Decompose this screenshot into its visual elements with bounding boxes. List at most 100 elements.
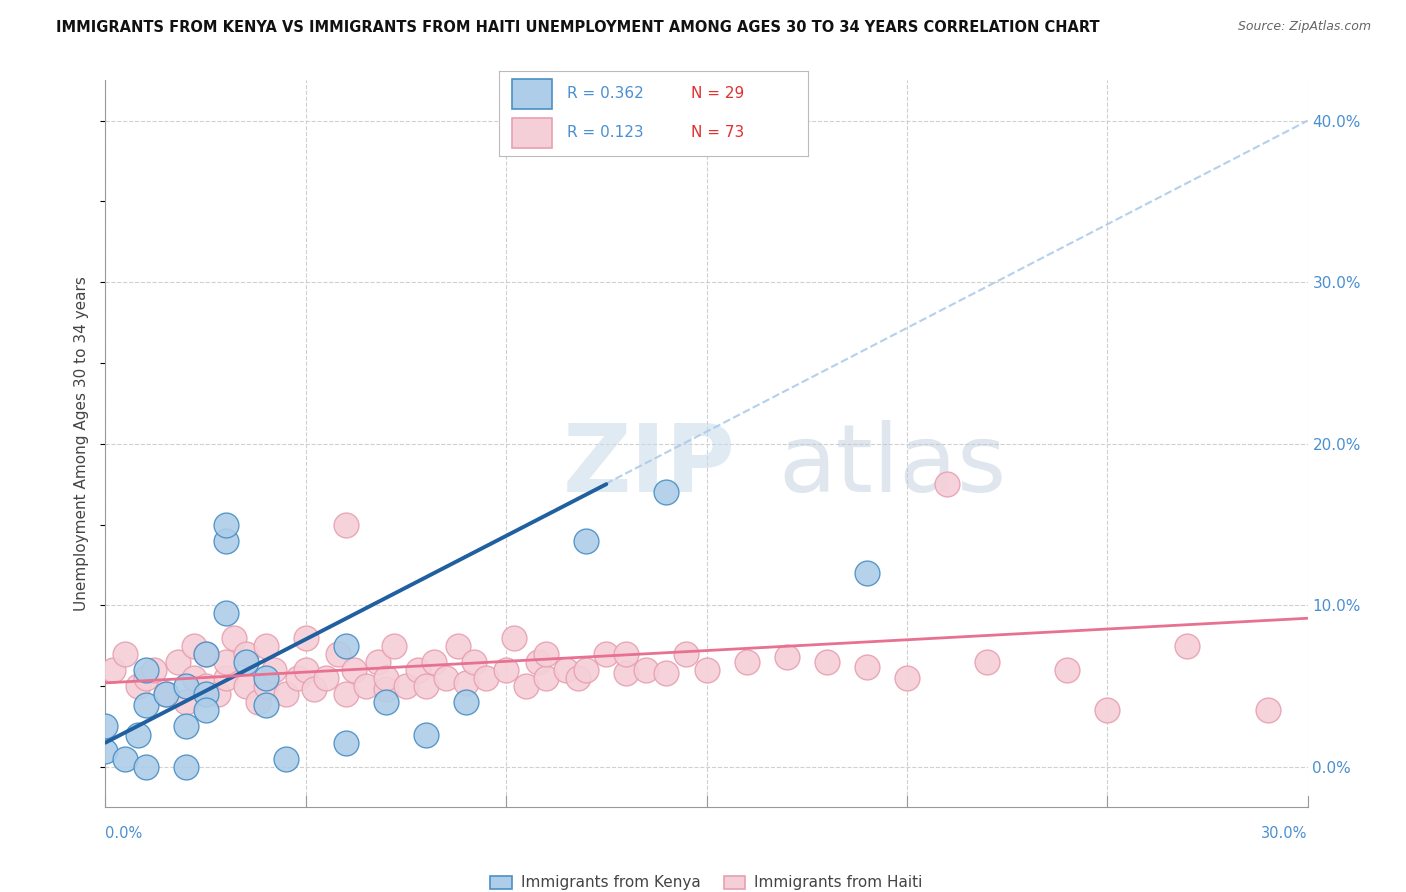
Point [246, 695, 269, 709]
Point [454, 676, 477, 690]
Point [174, 719, 197, 733]
Point [194, 679, 217, 693]
Point [207, 687, 229, 701]
Point [495, 663, 517, 677]
Point [254, 639, 277, 653]
Point [354, 679, 377, 693]
Point [127, 728, 149, 742]
Point [214, 533, 236, 548]
Point [567, 671, 589, 685]
Point [326, 647, 349, 661]
Point [94, 719, 117, 733]
Bar [512, 118, 551, 147]
Point [696, 663, 718, 677]
Point [263, 663, 285, 677]
Point [1097, 703, 1119, 717]
Point [94, 744, 117, 758]
Text: 0.0%: 0.0% [105, 826, 142, 840]
Point [534, 647, 557, 661]
Point [287, 671, 309, 685]
Point [855, 566, 877, 580]
Point [194, 703, 217, 717]
Point [127, 679, 149, 693]
Point [595, 647, 617, 661]
Point [374, 682, 398, 697]
Point [675, 647, 697, 661]
Point [423, 655, 446, 669]
Point [447, 639, 470, 653]
Point [406, 663, 429, 677]
Point [155, 687, 177, 701]
Point [463, 655, 485, 669]
Point [174, 695, 197, 709]
Point [896, 671, 918, 685]
Point [527, 655, 550, 669]
Point [114, 752, 136, 766]
Point [295, 663, 318, 677]
Point [534, 671, 557, 685]
Point [855, 659, 877, 673]
Point [302, 682, 325, 697]
Point [235, 655, 257, 669]
Point [174, 760, 197, 774]
Point [315, 671, 337, 685]
Point [1257, 703, 1279, 717]
Point [335, 517, 357, 532]
Point [174, 679, 197, 693]
Point [415, 728, 437, 742]
Point [976, 655, 998, 669]
Point [274, 752, 297, 766]
Point [616, 666, 638, 681]
Point [335, 736, 357, 750]
Point [135, 698, 157, 713]
Point [575, 533, 598, 548]
Point [1177, 639, 1199, 653]
Point [503, 631, 526, 645]
Text: IMMIGRANTS FROM KENYA VS IMMIGRANTS FROM HAITI UNEMPLOYMENT AMONG AGES 30 TO 34 : IMMIGRANTS FROM KENYA VS IMMIGRANTS FROM… [56, 20, 1099, 35]
Point [135, 671, 157, 685]
Text: Source: ZipAtlas.com: Source: ZipAtlas.com [1237, 20, 1371, 33]
Legend: Immigrants from Kenya, Immigrants from Haiti: Immigrants from Kenya, Immigrants from H… [491, 875, 922, 890]
Point [194, 647, 217, 661]
Text: R = 0.362: R = 0.362 [567, 87, 644, 102]
Point [374, 695, 398, 709]
Point [575, 663, 598, 677]
Point [214, 671, 236, 685]
Point [194, 647, 217, 661]
Point [636, 663, 658, 677]
Y-axis label: Unemployment Among Ages 30 to 34 years: Unemployment Among Ages 30 to 34 years [75, 277, 90, 611]
Point [555, 663, 578, 677]
Point [335, 639, 357, 653]
Point [343, 663, 366, 677]
Point [114, 647, 136, 661]
Point [655, 485, 678, 500]
Point [395, 679, 418, 693]
Point [214, 607, 236, 621]
Point [776, 650, 799, 665]
Point [254, 698, 277, 713]
Text: atlas: atlas [779, 419, 1007, 512]
Point [142, 663, 165, 677]
Point [274, 687, 297, 701]
Point [183, 671, 205, 685]
Point [735, 655, 758, 669]
Point [655, 666, 678, 681]
Text: N = 29: N = 29 [690, 87, 744, 102]
Point [382, 639, 405, 653]
Point [335, 687, 357, 701]
Point [235, 647, 257, 661]
Point [415, 679, 437, 693]
Point [235, 679, 257, 693]
Point [155, 687, 177, 701]
Point [254, 671, 277, 685]
Point [194, 687, 217, 701]
Point [936, 477, 959, 491]
Point [616, 647, 638, 661]
Point [214, 655, 236, 669]
Point [454, 695, 477, 709]
Text: R = 0.123: R = 0.123 [567, 125, 644, 140]
Text: 30.0%: 30.0% [1261, 826, 1308, 840]
Bar [512, 79, 551, 109]
Point [222, 631, 245, 645]
Point [815, 655, 838, 669]
